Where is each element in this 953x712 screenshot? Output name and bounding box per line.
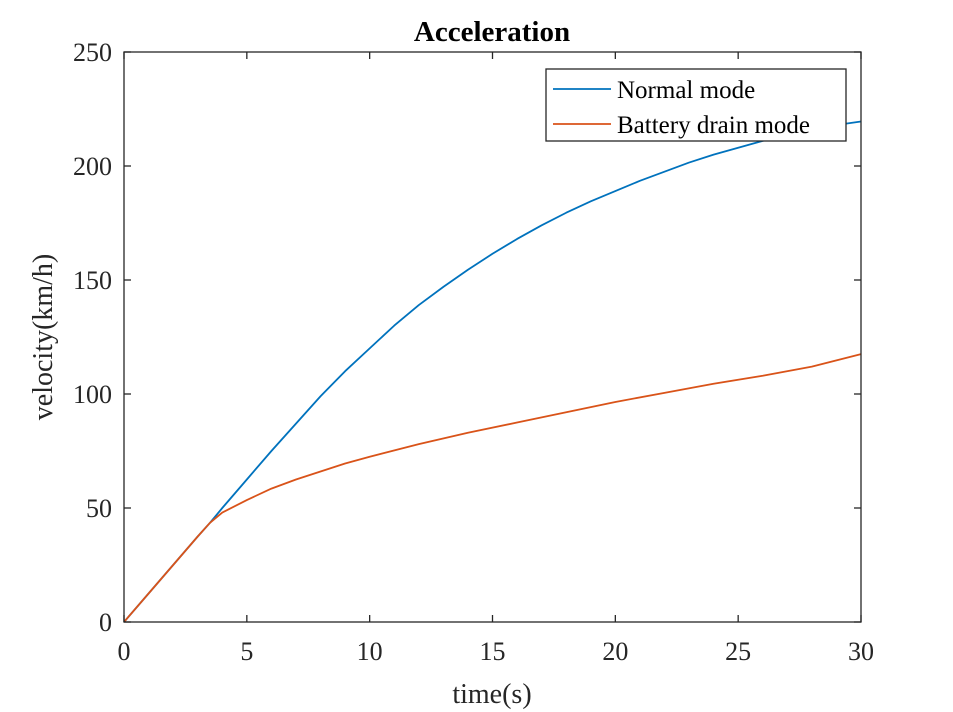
x-tick-label: 30 — [848, 637, 874, 666]
legend-label-battery-drain-mode: Battery drain mode — [617, 112, 810, 139]
series-layer — [123, 120, 862, 623]
x-tick-label: 15 — [480, 637, 506, 666]
x-tick-label: 25 — [725, 637, 751, 666]
series-line-normal-mode — [123, 120, 862, 623]
legend-label-normal-mode: Normal mode — [617, 77, 755, 104]
x-tick-label: 10 — [357, 637, 383, 666]
legend-box — [545, 68, 847, 142]
y-tick-label: 150 — [73, 266, 112, 295]
x-axis-label: time(s) — [452, 679, 531, 710]
y-tick-label: 100 — [73, 380, 112, 409]
x-tick-label: 20 — [602, 637, 628, 666]
x-tick-label: 0 — [118, 637, 131, 666]
y-tick-label: 50 — [86, 494, 112, 523]
x-tick-label: 5 — [240, 637, 253, 666]
y-tick-label: 200 — [73, 152, 112, 181]
legend: Normal mode Battery drain mode — [545, 68, 847, 142]
y-axis-label: velocity(km/h) — [28, 254, 59, 420]
y-tick-label: 0 — [99, 608, 112, 637]
y-tick-label: 250 — [73, 38, 112, 67]
chart-title: Acceleration — [414, 16, 570, 48]
series-line-battery-drain-mode — [123, 353, 862, 623]
ticks-layer: 0 5 10 15 20 25 30 0 50 100 150 200 250 — [73, 38, 874, 666]
